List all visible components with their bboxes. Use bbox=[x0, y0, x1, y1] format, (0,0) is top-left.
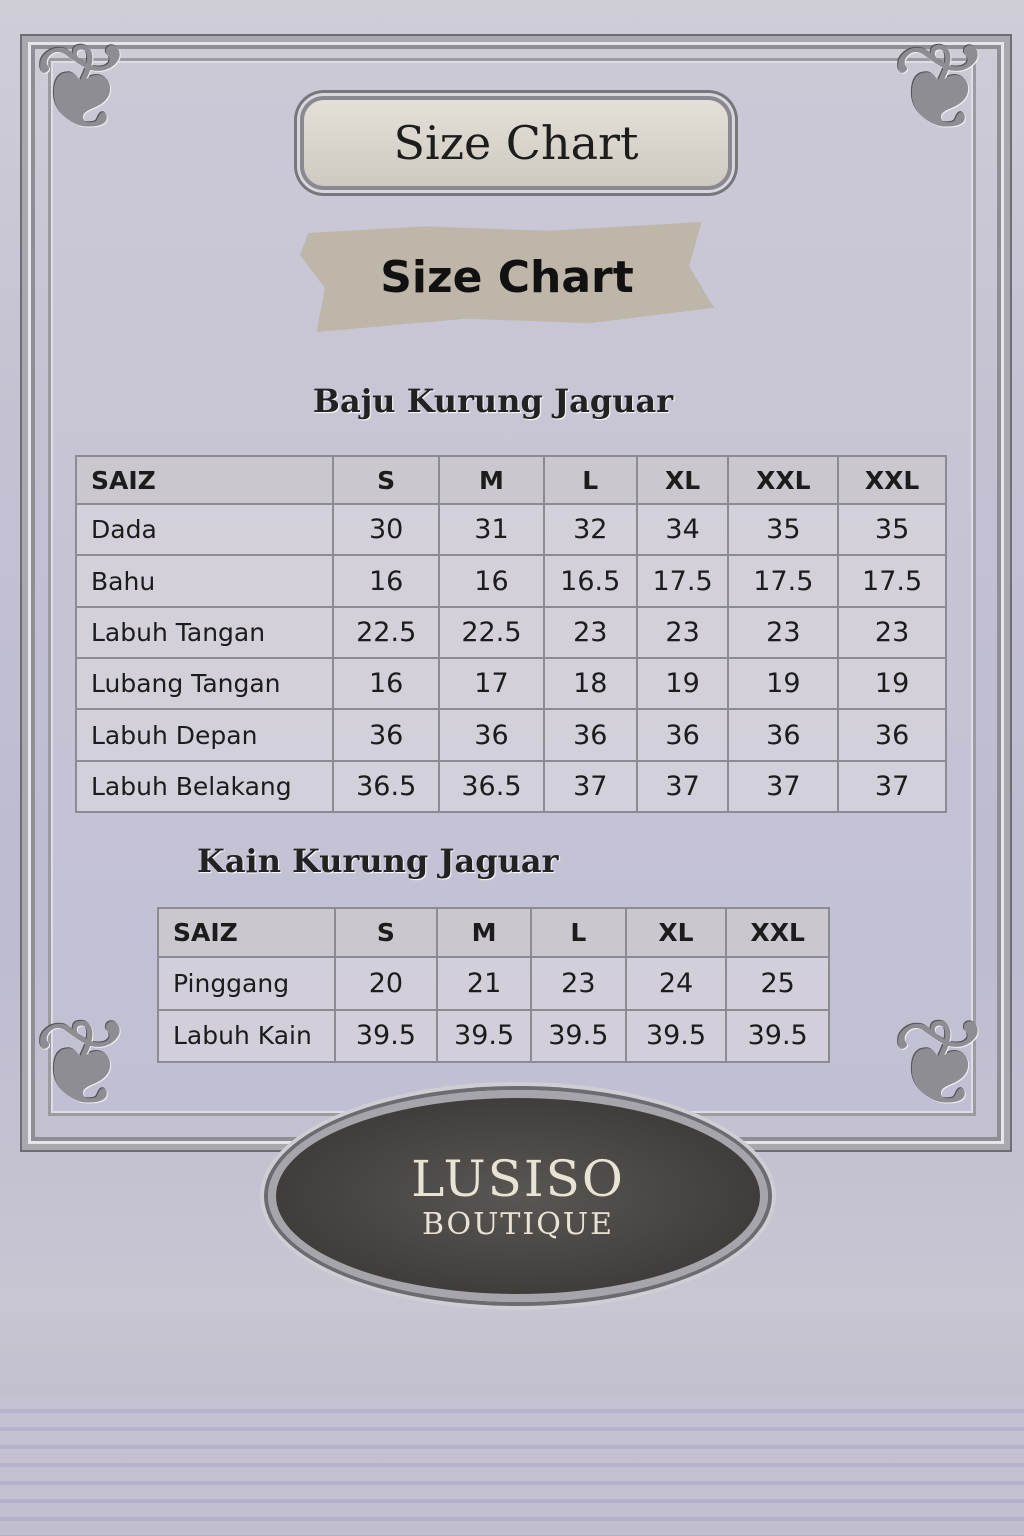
table-row: Pinggang 20 21 23 24 25 bbox=[157, 956, 830, 1011]
measurement-value: 32 bbox=[542, 503, 638, 557]
measurement-label: Labuh Kain bbox=[157, 1008, 336, 1064]
corner-ornament-icon: ❦ bbox=[32, 995, 134, 1134]
header-cell: XL bbox=[624, 906, 728, 959]
header-cell: XXL bbox=[725, 906, 830, 959]
header-cell: XXL bbox=[727, 454, 840, 506]
measurement-value: 19 bbox=[837, 657, 947, 711]
header-cell: XXL bbox=[837, 454, 947, 506]
measurement-label: Pinggang bbox=[157, 956, 336, 1011]
measurement-value: 16 bbox=[332, 554, 441, 608]
measurement-value: 23 bbox=[837, 605, 947, 660]
header-cell: SAIZ bbox=[157, 906, 336, 959]
header-cell: S bbox=[332, 454, 441, 506]
header-cell: XL bbox=[635, 454, 730, 506]
measurement-value: 36 bbox=[438, 708, 545, 762]
measurement-value: 16.5 bbox=[542, 554, 638, 608]
table-row: Labuh Tangan 22.5 22.5 23 23 23 23 bbox=[74, 605, 947, 660]
measurement-label: Lubang Tangan bbox=[74, 657, 335, 711]
measurement-value: 23 bbox=[635, 605, 730, 660]
corner-ornament-icon: ❦ bbox=[890, 995, 992, 1134]
measurement-value: 37 bbox=[727, 759, 840, 814]
measurement-value: 37 bbox=[837, 759, 947, 814]
table-row: Labuh Kain 39.5 39.5 39.5 39.5 39.5 bbox=[157, 1008, 830, 1064]
measurement-value: 34 bbox=[635, 503, 730, 557]
measurement-value: 31 bbox=[438, 503, 545, 557]
floor-background bbox=[0, 1395, 1024, 1536]
measurement-value: 20 bbox=[333, 956, 439, 1011]
table-row: Labuh Belakang 36.5 36.5 37 37 37 37 bbox=[74, 759, 947, 814]
measurement-value: 24 bbox=[624, 956, 728, 1011]
corner-ornament-icon: ❦ bbox=[890, 19, 992, 158]
header-cell: SAIZ bbox=[74, 454, 335, 506]
measurement-value: 17.5 bbox=[837, 554, 947, 608]
header-cell: L bbox=[542, 454, 638, 506]
measurement-value: 36 bbox=[635, 708, 730, 762]
measurement-value: 25 bbox=[725, 956, 830, 1011]
measurement-value: 18 bbox=[542, 657, 638, 711]
torn-paper-title: Size Chart bbox=[300, 222, 714, 332]
measurement-value: 19 bbox=[635, 657, 730, 711]
measurement-value: 23 bbox=[542, 605, 638, 660]
table-row: Lubang Tangan 16 17 18 19 19 19 bbox=[74, 657, 947, 711]
measurement-value: 35 bbox=[727, 503, 840, 557]
measurement-value: 19 bbox=[727, 657, 840, 711]
kain-size-table: SAIZ S M L XL XXL Pinggang 20 21 23 24 25 Labuh Kain… bbox=[157, 906, 830, 1064]
baju-heading: Baju Kurung Jaguar bbox=[312, 382, 674, 420]
measurement-value: 39.5 bbox=[436, 1008, 532, 1064]
header-cell: S bbox=[333, 906, 439, 959]
measurement-value: 21 bbox=[436, 956, 532, 1011]
measurement-value: 39.5 bbox=[333, 1008, 439, 1064]
corner-ornament-icon: ❦ bbox=[32, 19, 134, 158]
header-cell: M bbox=[436, 906, 532, 959]
header-cell: L bbox=[529, 906, 627, 959]
logo-line2: BOUTIQUE bbox=[421, 1206, 615, 1242]
table-header-row: SAIZ S M L XL XXL bbox=[157, 906, 830, 959]
measurement-value: 16 bbox=[332, 657, 441, 711]
measurement-value: 30 bbox=[332, 503, 441, 557]
measurement-label: Bahu bbox=[74, 554, 335, 608]
boutique-logo: LUSISO BOUTIQUE bbox=[268, 1090, 768, 1302]
logo-line1: LUSISO bbox=[411, 1149, 625, 1208]
measurement-value: 23 bbox=[727, 605, 840, 660]
measurement-value: 17.5 bbox=[635, 554, 730, 608]
measurement-value: 16 bbox=[438, 554, 545, 608]
measurement-value: 36 bbox=[542, 708, 638, 762]
measurement-value: 39.5 bbox=[624, 1008, 728, 1064]
measurement-value: 36 bbox=[837, 708, 947, 762]
measurement-value: 17.5 bbox=[727, 554, 840, 608]
measurement-value: 37 bbox=[542, 759, 638, 814]
measurement-value: 39.5 bbox=[529, 1008, 627, 1064]
measurement-value: 23 bbox=[529, 956, 627, 1011]
measurement-label: Labuh Depan bbox=[74, 708, 335, 762]
measurement-value: 35 bbox=[837, 503, 947, 557]
table-row: Dada 30 31 32 34 35 35 bbox=[74, 503, 947, 557]
table-header-row: SAIZ S M L XL XXL XXL bbox=[74, 454, 947, 506]
table-row: Labuh Depan 36 36 36 36 36 36 bbox=[74, 708, 947, 762]
measurement-value: 36 bbox=[727, 708, 840, 762]
table-row: Bahu 16 16 16.5 17.5 17.5 17.5 bbox=[74, 554, 947, 608]
measurement-label: Labuh Belakang bbox=[74, 759, 335, 814]
measurement-value: 36.5 bbox=[438, 759, 545, 814]
header-cell: M bbox=[438, 454, 545, 506]
measurement-value: 36.5 bbox=[332, 759, 441, 814]
measurement-value: 17 bbox=[438, 657, 545, 711]
measurement-value: 39.5 bbox=[725, 1008, 830, 1064]
measurement-label: Dada bbox=[74, 503, 335, 557]
measurement-label: Labuh Tangan bbox=[74, 605, 335, 660]
measurement-value: 22.5 bbox=[438, 605, 545, 660]
measurement-value: 36 bbox=[332, 708, 441, 762]
kain-heading: Kain Kurung Jaguar bbox=[197, 842, 559, 880]
baju-size-table: SAIZ S M L XL XXL XXL Dada 30 31 32 34 35 35 Bahu 16 16 1… bbox=[74, 454, 947, 814]
measurement-value: 22.5 bbox=[332, 605, 441, 660]
measurement-value: 37 bbox=[635, 759, 730, 814]
title-plaque: Size Chart bbox=[300, 96, 732, 190]
